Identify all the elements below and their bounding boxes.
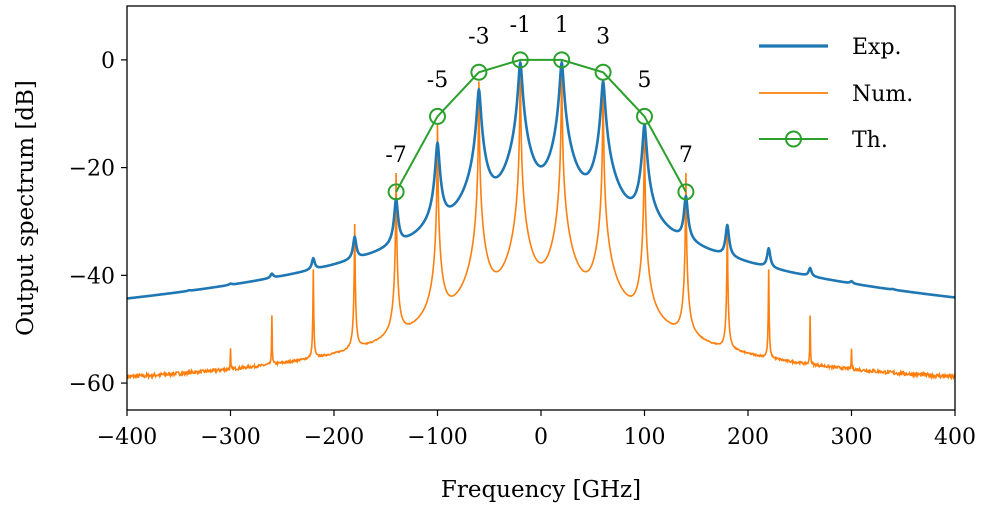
y-tick-label-2: −40: [69, 264, 115, 289]
x-tick-label-1: −300: [200, 425, 260, 450]
x-tick-label-8: 400: [934, 425, 976, 450]
annotation-4: 1: [555, 13, 569, 38]
th-point-0: [387, 183, 405, 201]
legend-marker-2: [785, 130, 802, 148]
y-axis-label: Output spectrum [dB]: [13, 80, 39, 336]
x-tick-label-4: 0: [534, 425, 548, 450]
plot-frame: [126, 5, 956, 411]
annotation-2: -3: [468, 25, 489, 50]
th-point-5: [594, 63, 612, 81]
x-tick-label-2: −200: [304, 425, 364, 450]
series-line-th: [395, 58, 687, 193]
y-tick-label-1: −20: [69, 157, 115, 182]
th-point-3: [511, 51, 529, 69]
x-tick-label-3: −100: [407, 425, 467, 450]
axes-layer: −400 −300 −200 −100 0 100 200 300 400 0 −20 −40 −60: [69, 49, 976, 450]
annotation-1: -5: [427, 68, 448, 93]
x-axis-label: Frequency [GHz]: [441, 477, 641, 503]
annotation-7: 7: [679, 143, 693, 168]
annotation-5: 3: [596, 25, 610, 50]
series-layer: [127, 58, 955, 381]
annotation-6: 5: [638, 68, 652, 93]
series-line-num: [127, 59, 955, 381]
x-tick-label-0: −400: [97, 425, 157, 450]
y-tick-label-3: −60: [69, 372, 115, 397]
annotation-3: -1: [510, 13, 531, 38]
series-line-exp: [127, 61, 955, 300]
legend-label-0: Exp.: [852, 35, 902, 60]
legend-label-2: Th.: [852, 128, 888, 153]
annotation-layer: -7 -5 -3 -1 1 3 5 7: [385, 13, 693, 168]
th-point-2: [470, 63, 488, 81]
x-tick-label-5: 100: [624, 425, 666, 450]
x-tick-label-6: 200: [727, 425, 769, 450]
th-point-6: [636, 107, 653, 125]
legend: Exp. Num. Th.: [759, 35, 913, 153]
annotation-0: -7: [385, 143, 406, 168]
x-tick-label-7: 300: [831, 425, 873, 450]
th-point-7: [677, 183, 695, 201]
th-point-1: [429, 107, 446, 125]
th-point-4: [553, 51, 571, 69]
marker-layer: [387, 51, 695, 201]
y-tick-label-0: 0: [101, 49, 115, 74]
legend-label-1: Num.: [852, 82, 913, 107]
